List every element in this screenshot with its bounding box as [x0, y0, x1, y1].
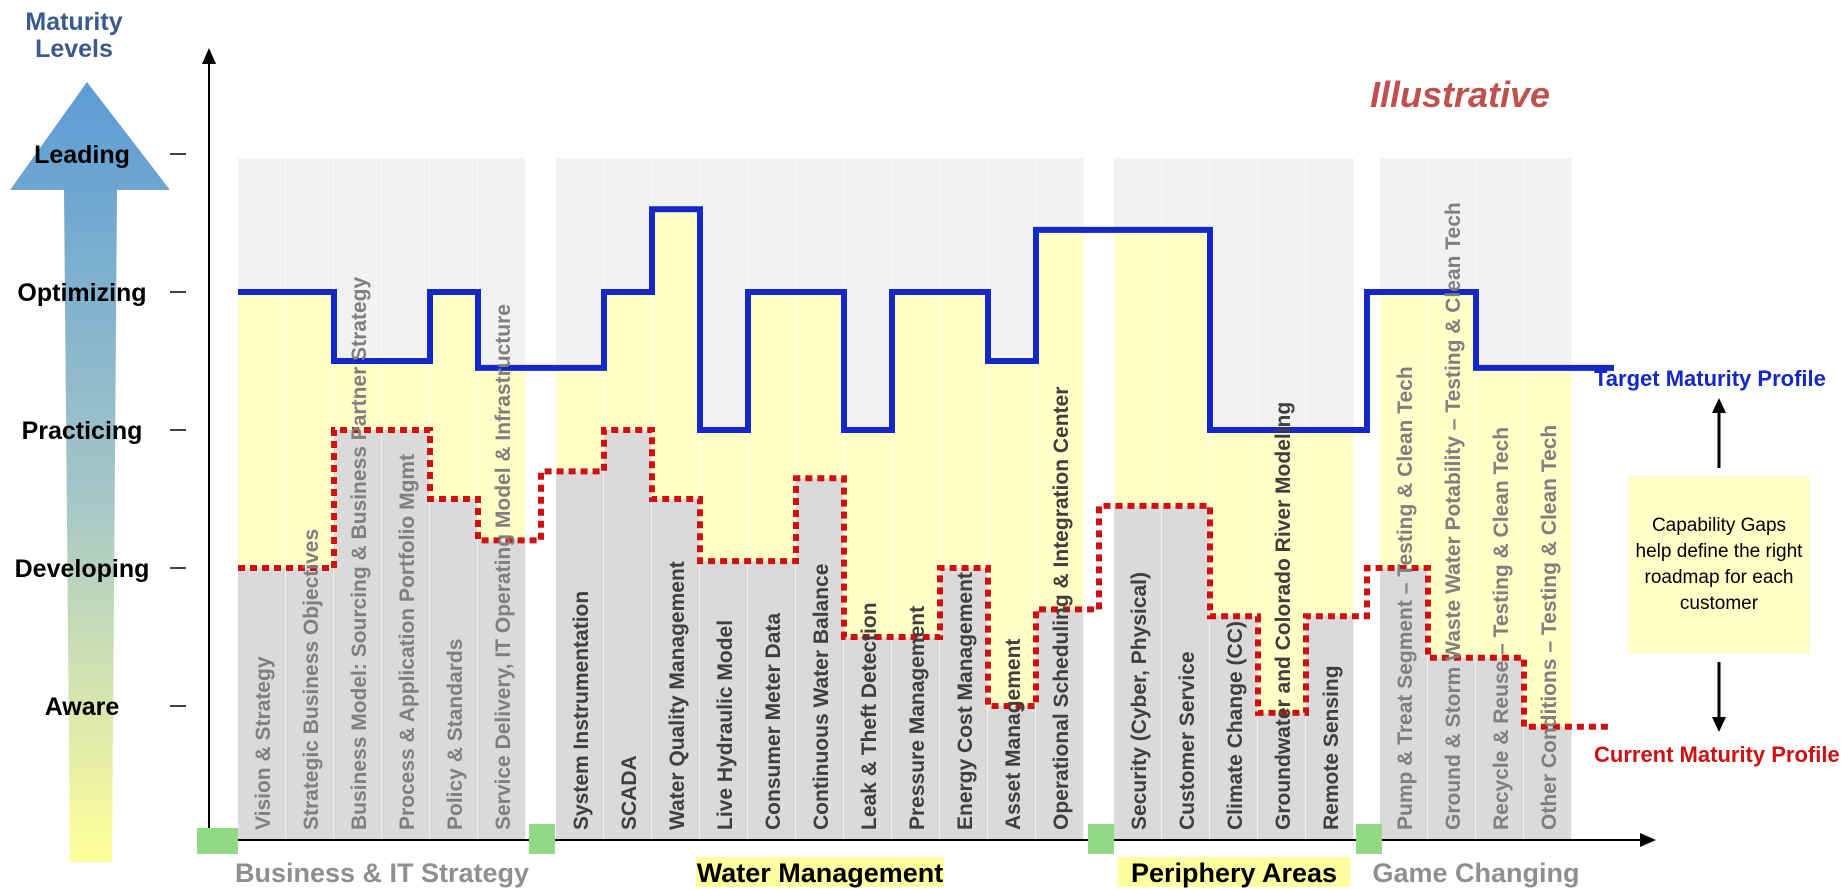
- gap-arrows: [1712, 398, 1726, 732]
- group-marker-3: [1088, 824, 1114, 854]
- capability-label-17: Operational Scheduling & Integration Cen…: [1050, 387, 1073, 830]
- y-level-practicing: Practicing: [22, 417, 143, 445]
- column-19: [1162, 158, 1211, 840]
- column-24: [1428, 158, 1477, 840]
- capability-label-12: Continuous Water Balance: [810, 564, 833, 830]
- y-level-developing: Developing: [15, 555, 150, 583]
- capability-label-25: Recycle & Reuse – Testing & Clean Tech: [1490, 427, 1513, 830]
- capability-gap-note: Capability Gaps help define the right ro…: [1628, 476, 1810, 654]
- group-label-3: Periphery Areas: [1131, 858, 1337, 888]
- group-highlight-3: [1117, 857, 1351, 887]
- column-3: [334, 158, 383, 840]
- capability-label-21: Groundwater and Colorado River Modeling: [1272, 402, 1295, 830]
- capability-label-2: Strategic Business Objectives: [300, 529, 323, 830]
- group-marker-2: [529, 824, 555, 854]
- capability-labels: Vision & Strategy Strategic Business Obje…: [252, 202, 1561, 830]
- y-level-optimizing: Optimizing: [17, 279, 146, 307]
- group-label-4: Game Changing: [1372, 858, 1579, 888]
- group-label-1: Business & IT Strategy: [235, 858, 529, 888]
- column-17: [1036, 158, 1085, 840]
- target-maturity-line: [238, 206, 1614, 433]
- capability-label-24: Ground & Storm Waste Water Potability – …: [1442, 202, 1465, 830]
- capability-label-5: Policy & Standards: [444, 639, 467, 830]
- column-12: [796, 158, 845, 840]
- capability-label-16: Asset Management: [1002, 639, 1025, 830]
- y-axis-arrowhead: [202, 48, 216, 64]
- column-23: [1380, 158, 1429, 840]
- capability-label-15: Energy Cost Management: [954, 572, 977, 830]
- column-18: [1114, 158, 1163, 840]
- column-2: [286, 158, 335, 840]
- column-26: [1524, 158, 1573, 840]
- column-22: [1306, 158, 1355, 840]
- column-5: [430, 158, 479, 840]
- capability-label-22: Remote Sensing: [1320, 665, 1343, 830]
- capability-label-10: Live Hydraulic Model: [714, 620, 737, 830]
- capability-label-1: Vision & Strategy: [252, 656, 275, 830]
- target-profile-label: Target Maturity Profile: [1594, 366, 1826, 391]
- y-axis-title-line2: Levels: [35, 35, 113, 63]
- x-axis-arrowhead: [1640, 833, 1656, 847]
- capability-label-7: System Instrumentation: [570, 591, 593, 830]
- capability-label-20: Climate Change (CC): [1224, 621, 1247, 830]
- column-16: [988, 158, 1037, 840]
- column-8: [604, 158, 653, 840]
- column-25: [1476, 158, 1525, 840]
- illustrative-label: Illustrative: [1370, 74, 1550, 115]
- y-level-aware: Aware: [45, 693, 120, 721]
- capability-label-19: Customer Service: [1176, 651, 1199, 830]
- group-labels: Business & IT Strategy Water Management Pe…: [235, 857, 1580, 888]
- column-20: [1210, 158, 1259, 840]
- capability-label-11: Consumer Meter Data: [762, 613, 785, 830]
- capability-label-8: SCADA: [618, 755, 641, 830]
- y-axis-title-line1: Maturity: [25, 8, 122, 36]
- series-layer: [238, 206, 1614, 730]
- capability-label-26: Other Conditions – Testing & Clean Tech: [1538, 425, 1561, 830]
- column-10: [700, 158, 749, 840]
- current-profile-label: Current Maturity Profile: [1594, 742, 1840, 767]
- capability-gap-text: Capability Gaps help define the right ro…: [1635, 515, 1803, 614]
- capability-columns: [238, 158, 1573, 840]
- column-4: [382, 158, 431, 840]
- capability-label-13: Leak & Theft Detection: [858, 602, 881, 830]
- group-marker-4: [1356, 824, 1382, 854]
- capability-label-9: Water Quality Management: [666, 561, 689, 830]
- column-21: [1258, 158, 1307, 840]
- capability-label-3: Business Model: Sourcing & Business Part…: [348, 277, 371, 830]
- y-level-leading: Leading: [34, 141, 130, 169]
- y-axis-levels: Aware Developing Practicing Optimizing Leadi…: [15, 141, 186, 721]
- group-marker-1: [197, 828, 238, 854]
- capability-label-18: Security (Cyber, Physical): [1128, 572, 1151, 830]
- capability-label-23: Pump & Treat Segment – Testing & Clean T…: [1394, 366, 1417, 830]
- capability-label-4: Process & Application Portfolio Mgmt: [396, 454, 419, 830]
- column-7: [556, 158, 605, 840]
- capability-label-14: Pressure Management: [906, 606, 929, 830]
- group-markers: [197, 824, 1382, 854]
- group-highlight-2: [696, 857, 944, 887]
- column-1: [238, 158, 287, 840]
- capability-label-6: Service Delivery, IT Operating Model & I…: [492, 304, 515, 830]
- maturity-gradient-arrow: [10, 82, 170, 862]
- group-label-2: Water Management: [697, 858, 944, 888]
- column-6: [478, 158, 527, 840]
